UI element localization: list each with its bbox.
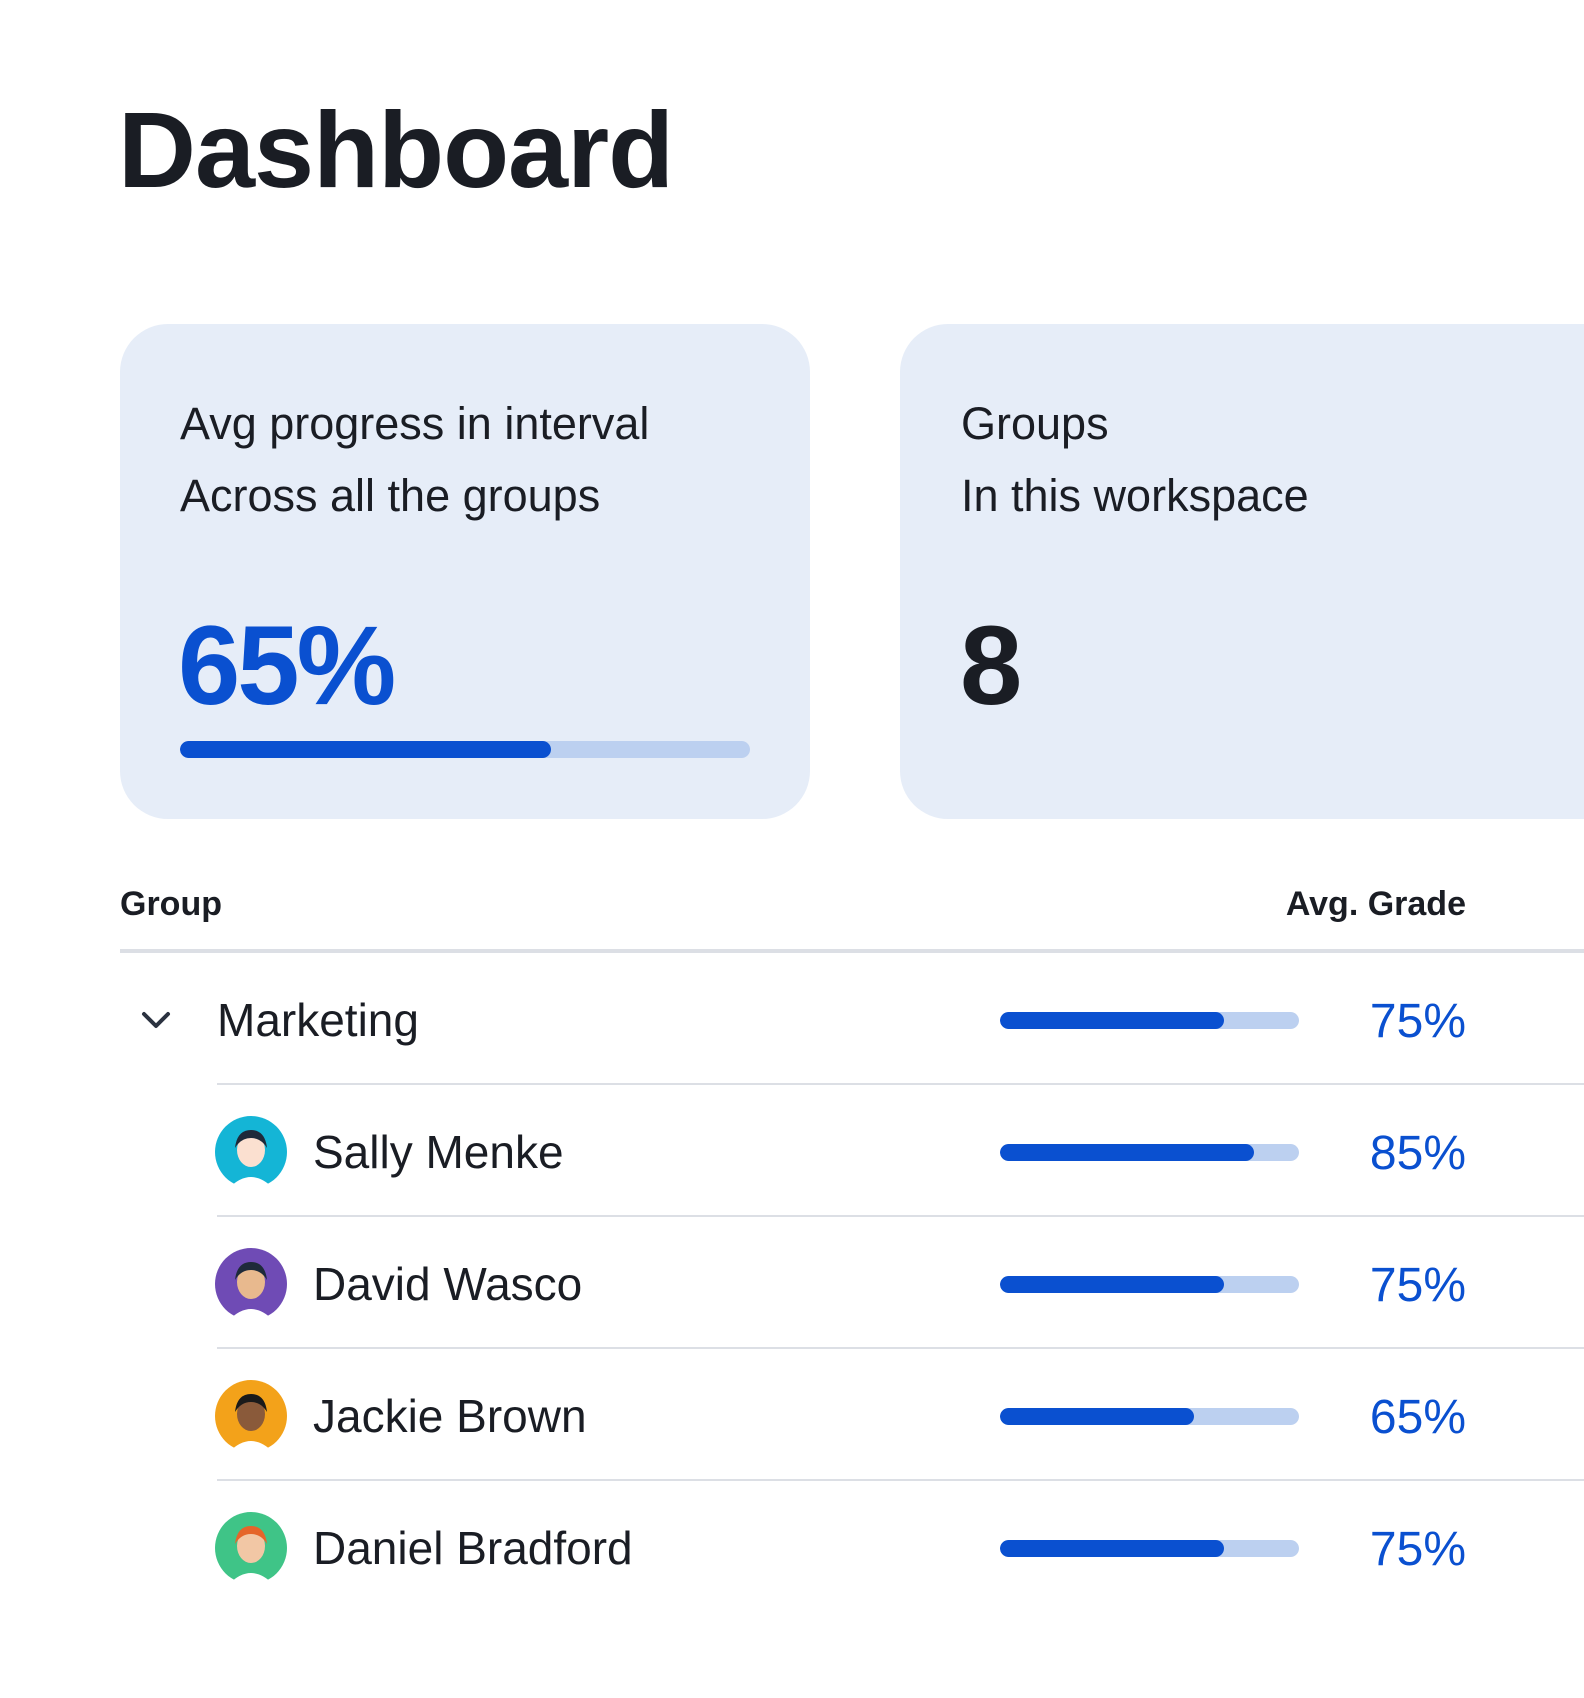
- member-name: Sally Menke: [313, 1126, 564, 1178]
- column-header: Group: [120, 885, 222, 923]
- grade-fill: [1000, 1012, 1225, 1029]
- card: Groups In this workspace 8: [900, 324, 1584, 819]
- row-divider: [217, 1083, 1584, 1085]
- grade-track: [1000, 1144, 1299, 1161]
- header-divider: [120, 949, 1584, 953]
- expand-toggle[interactable]: [138, 1008, 174, 1032]
- member-name: David Wasco: [313, 1258, 583, 1310]
- card-title: Avg progress in interval: [180, 398, 650, 449]
- grade-label: 75%: [1369, 1523, 1466, 1576]
- card-title: Groups: [961, 398, 1109, 449]
- member-name: Daniel Bradford: [313, 1522, 633, 1574]
- grade-fill: [1000, 1540, 1225, 1557]
- card-value: 65%: [178, 603, 396, 728]
- progress-track: [180, 741, 750, 758]
- card-subtitle: In this workspace: [961, 470, 1309, 521]
- grade-label: 75%: [1369, 1259, 1466, 1312]
- avatar: [215, 1512, 287, 1584]
- grade-label: 75%: [1369, 995, 1466, 1048]
- member-name: Jackie Brown: [313, 1390, 587, 1442]
- page-title: Dashboard: [118, 89, 674, 210]
- card: Avg progress in interval Across all the …: [120, 324, 810, 819]
- grade-track: [1000, 1012, 1299, 1029]
- grade-fill: [1000, 1144, 1255, 1161]
- card-subtitle: Across all the groups: [180, 470, 601, 521]
- grade-fill: [1000, 1276, 1225, 1293]
- grade-track: [1000, 1276, 1299, 1293]
- group-name: Marketing: [217, 994, 419, 1046]
- row-divider: [217, 1479, 1584, 1481]
- grade-label: 85%: [1369, 1127, 1466, 1180]
- progress-fill: [180, 741, 551, 758]
- column-header: Avg. Grade: [1285, 885, 1466, 923]
- grade-fill: [1000, 1408, 1195, 1425]
- avatar: [215, 1116, 287, 1188]
- card-value: 8: [960, 603, 1022, 728]
- grade-track: [1000, 1540, 1299, 1557]
- avatar: [215, 1380, 287, 1452]
- row-divider: [217, 1215, 1584, 1217]
- row-divider: [217, 1347, 1584, 1349]
- grade-track: [1000, 1408, 1299, 1425]
- grade-label: 65%: [1369, 1391, 1466, 1444]
- avatar: [215, 1248, 287, 1320]
